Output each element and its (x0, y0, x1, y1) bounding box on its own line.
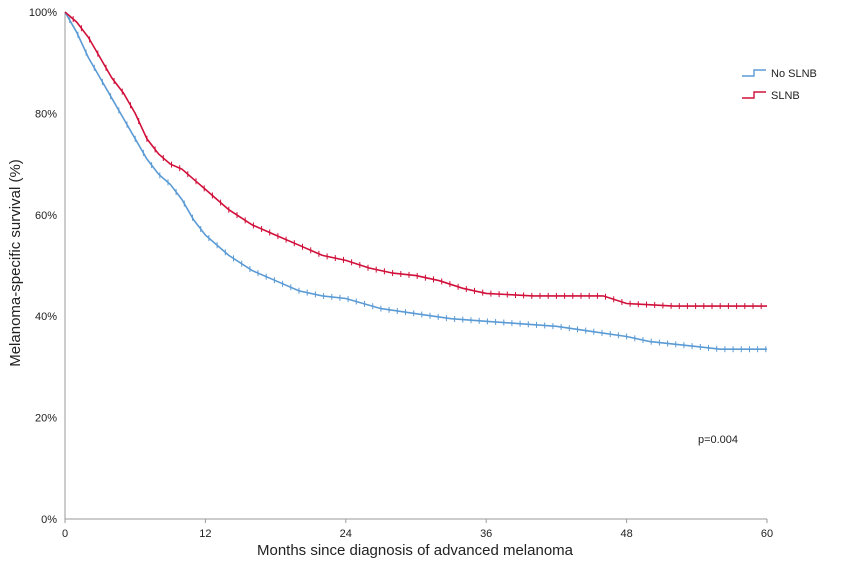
x-tick-label: 48 (620, 528, 632, 540)
series-slnb (64, 11, 767, 310)
y-tick-label: 40% (35, 311, 57, 323)
x-axis-title: Months since diagnosis of advanced melan… (257, 542, 574, 559)
x-tick-label: 0 (62, 528, 68, 540)
survival-curve (64, 11, 767, 307)
x-tick-label: 12 (199, 528, 211, 540)
series-no-slnb (64, 11, 767, 353)
y-tick-label: 100% (29, 7, 57, 19)
x-tick-label: 36 (480, 528, 492, 540)
axes: 0% 20% 40% 60% 80% 100% 0 12 24 36 48 60 (29, 7, 773, 540)
y-tick-label: 20% (35, 413, 57, 425)
legend-swatch (742, 91, 766, 99)
x-tick-label: 60 (761, 528, 773, 540)
y-tick-label: 0% (41, 514, 57, 526)
y-tick-label: 80% (35, 108, 57, 120)
y-tick-label: 60% (35, 210, 57, 222)
legend-label: SLNB (771, 90, 800, 102)
x-tick-label: 24 (340, 528, 352, 540)
legend: No SLNB SLNB (742, 68, 817, 102)
survival-curve (64, 11, 767, 350)
legend-label: No SLNB (771, 68, 817, 80)
series-layer (64, 11, 767, 353)
legend-swatch (742, 69, 766, 77)
y-axis-title: Melanoma-specific survival (%) (7, 159, 24, 367)
p-value-annotation: p=0.004 (698, 434, 738, 446)
